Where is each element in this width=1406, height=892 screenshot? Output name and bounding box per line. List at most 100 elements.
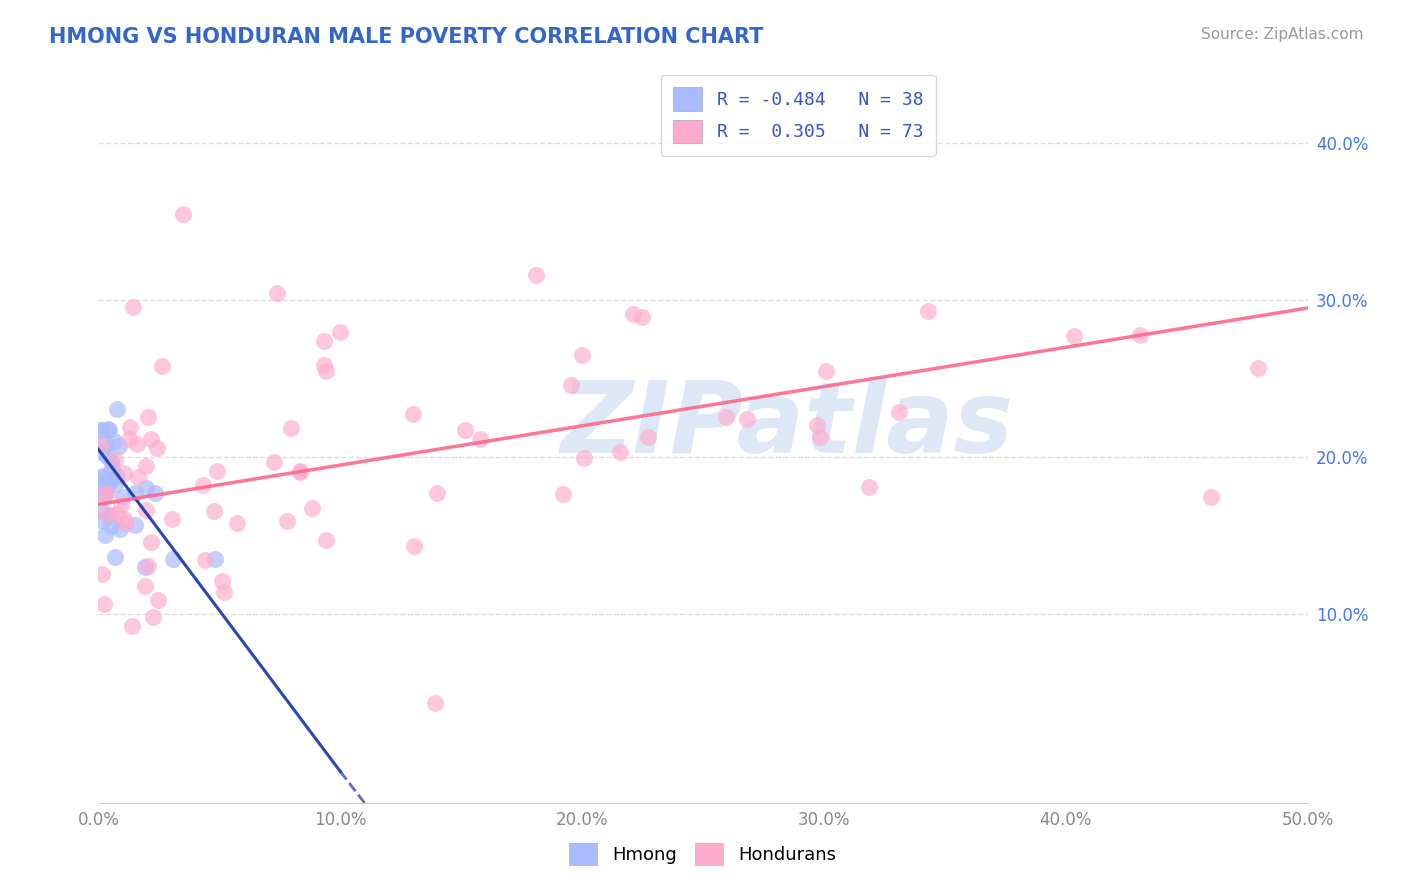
Point — [91, 514, 114, 528]
Point — [290, 466, 312, 480]
Point — [94, 485, 117, 500]
Point — [207, 464, 229, 478]
Point — [571, 348, 593, 362]
Point — [574, 450, 596, 465]
Point — [105, 468, 128, 483]
Point — [1129, 328, 1152, 343]
Point — [100, 518, 122, 533]
Point — [735, 411, 758, 425]
Point — [134, 579, 156, 593]
Point — [108, 440, 131, 454]
Legend: Hmong, Hondurans: Hmong, Hondurans — [562, 836, 844, 873]
Point — [808, 430, 831, 444]
Point — [141, 432, 163, 446]
Point — [118, 419, 141, 434]
Point — [112, 512, 135, 526]
Point — [135, 503, 157, 517]
Point — [609, 445, 631, 459]
Point — [111, 490, 134, 504]
Point — [91, 470, 114, 484]
Point — [312, 334, 335, 349]
Point — [96, 484, 118, 499]
Point — [1247, 360, 1270, 375]
Point — [468, 432, 491, 446]
Point — [90, 445, 112, 459]
Point — [135, 459, 157, 474]
Point — [402, 407, 425, 421]
Point — [553, 487, 575, 501]
Point — [93, 597, 115, 611]
Text: ZIPatlas: ZIPatlas — [561, 377, 1014, 475]
Point — [162, 551, 184, 566]
Point — [524, 268, 547, 282]
Point — [96, 436, 118, 450]
Point — [312, 358, 335, 372]
Point — [1199, 490, 1222, 504]
Point — [143, 486, 166, 500]
Point — [426, 486, 449, 500]
Point — [917, 304, 939, 318]
Point — [402, 539, 425, 553]
Point — [288, 464, 311, 478]
Point — [301, 500, 323, 515]
Point — [105, 402, 128, 417]
Point — [103, 434, 125, 449]
Point — [204, 552, 226, 566]
Point — [160, 512, 183, 526]
Point — [146, 593, 169, 607]
Point — [101, 461, 124, 475]
Point — [211, 574, 233, 589]
Point — [104, 476, 127, 491]
Point — [191, 478, 214, 492]
Point — [118, 432, 141, 446]
Point — [91, 423, 114, 437]
Point — [276, 514, 298, 528]
Point — [93, 468, 115, 483]
Point — [127, 470, 149, 484]
Point — [423, 696, 446, 710]
Point — [714, 410, 737, 425]
Point — [315, 533, 337, 547]
Point — [887, 405, 910, 419]
Point — [134, 559, 156, 574]
Point — [263, 455, 285, 469]
Point — [107, 507, 129, 521]
Point — [104, 453, 127, 467]
Point — [266, 286, 288, 301]
Point — [96, 449, 118, 463]
Point — [136, 558, 159, 573]
Point — [96, 487, 118, 501]
Point — [152, 359, 174, 374]
Point — [212, 584, 235, 599]
Point — [94, 477, 117, 491]
Point — [98, 423, 121, 437]
Point — [560, 377, 582, 392]
Point — [623, 307, 645, 321]
Point — [806, 417, 828, 432]
Point — [125, 436, 148, 450]
Point — [96, 507, 118, 521]
Text: HMONG VS HONDURAN MALE POVERTY CORRELATION CHART: HMONG VS HONDURAN MALE POVERTY CORRELATI… — [49, 27, 763, 46]
Point — [315, 364, 337, 378]
Point — [100, 508, 122, 522]
Point — [194, 553, 217, 567]
Point — [122, 300, 145, 314]
Point — [112, 466, 135, 480]
Point — [91, 566, 114, 581]
Point — [101, 470, 124, 484]
Point — [94, 528, 117, 542]
Point — [90, 438, 112, 452]
Point — [172, 207, 194, 221]
Point — [91, 490, 114, 504]
Point — [104, 549, 127, 564]
Point — [858, 480, 880, 494]
Point — [89, 423, 111, 437]
Point — [280, 421, 302, 435]
Point — [91, 484, 114, 499]
Point — [135, 482, 157, 496]
Point — [814, 364, 837, 378]
Point — [142, 610, 165, 624]
Point — [121, 619, 143, 633]
Point — [124, 518, 146, 533]
Point — [97, 476, 120, 491]
